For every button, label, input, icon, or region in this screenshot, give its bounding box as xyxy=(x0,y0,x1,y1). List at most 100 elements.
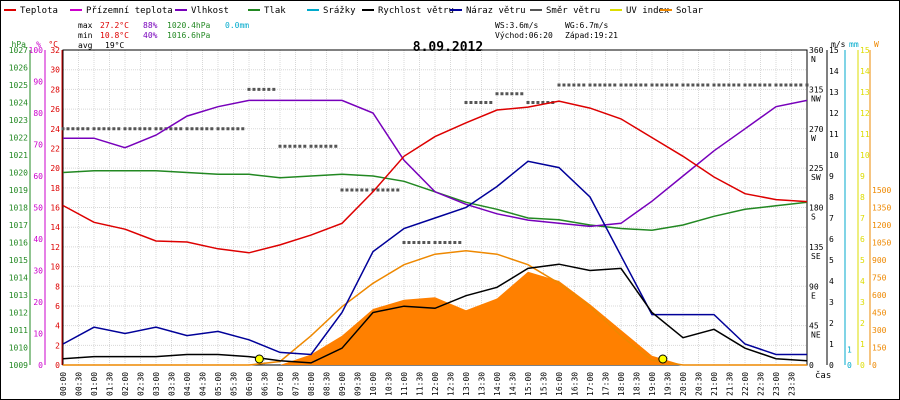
axis-unit-temperature: °C xyxy=(48,40,58,49)
axis-tick-uv: 14 xyxy=(860,67,870,76)
axis-tick-pressure: 1016 xyxy=(9,239,28,248)
axis-tick-solar: 450 xyxy=(872,309,887,318)
x-tick-label: 20:00 xyxy=(679,372,688,396)
series-direction-point xyxy=(334,144,338,148)
stat-avg-label: avg xyxy=(78,41,93,50)
series-direction-point xyxy=(737,83,741,87)
series-direction-point xyxy=(763,83,767,87)
series-direction-point xyxy=(179,127,183,131)
series-direction-point xyxy=(727,83,731,87)
series-direction-point xyxy=(123,127,127,131)
series-direction-point xyxy=(402,241,406,244)
axis-unit-rain: mm xyxy=(849,40,859,49)
legend-label: Rychlost větru xyxy=(378,6,454,16)
series-direction-point xyxy=(210,127,214,131)
x-tick-label: 13:00 xyxy=(462,372,471,396)
axis-unit-wind: m/s xyxy=(831,40,846,49)
stat-min-label: min xyxy=(78,31,93,40)
series-direction-point xyxy=(774,83,778,87)
axis-tick-solar: 1050 xyxy=(872,239,891,248)
axis-tick-wind: 15 xyxy=(829,46,839,55)
stat-sunrise: Východ:06:20 xyxy=(495,31,553,40)
axis-tick-wind: 12 xyxy=(829,109,839,118)
x-tick-label: 21:00 xyxy=(710,372,719,396)
series-direction-point xyxy=(593,83,597,87)
series-direction-point xyxy=(650,83,654,87)
series-direction-point xyxy=(159,127,163,131)
series-direction-point xyxy=(169,127,173,131)
series-direction-point xyxy=(365,188,369,192)
axis-tick-temperature: 4 xyxy=(55,322,60,331)
series-line-Teplota xyxy=(62,100,808,254)
axis-tick-pressure: 1023 xyxy=(9,116,28,125)
legend-label: Přízemní teplota xyxy=(86,6,173,16)
stat-min-humidity: 40% xyxy=(143,31,158,40)
axis-tick-direction: 45 xyxy=(809,322,819,331)
series-direction-point xyxy=(629,83,633,87)
series-direction-point xyxy=(412,241,416,244)
x-tick-label: 10:30 xyxy=(385,372,394,396)
x-tick-label: 17:30 xyxy=(602,372,611,396)
axis-tick-solar: 1350 xyxy=(872,204,891,213)
axis-tick-pressure: 1025 xyxy=(9,81,28,90)
series-direction-point xyxy=(309,144,313,148)
axis-tick-solar: 1200 xyxy=(872,221,891,230)
series-direction-point xyxy=(779,83,783,87)
series-direction-point xyxy=(262,87,266,91)
series-direction-point xyxy=(422,241,426,244)
x-tick-label: 18:00 xyxy=(617,372,626,396)
axis-tick-solar: 1500 xyxy=(872,186,891,195)
series-direction-point xyxy=(205,127,209,131)
series-direction-point xyxy=(582,83,586,87)
series-direction-point xyxy=(128,127,132,131)
x-tick-label: 15:00 xyxy=(524,372,533,396)
series-direction-point xyxy=(92,127,96,131)
axis-tick-solar: 300 xyxy=(872,326,887,335)
series-direction-point xyxy=(701,83,705,87)
series-direction-point xyxy=(722,83,726,87)
series-direction-point xyxy=(190,127,194,131)
axis-tick-direction: 135 xyxy=(809,243,824,252)
axis-tick-humidity: 0 xyxy=(38,361,43,370)
axis-tick-humidity: 40 xyxy=(33,235,43,244)
x-tick-label: 16:00 xyxy=(555,372,564,396)
axis-tick-humidity: 20 xyxy=(33,298,43,307)
axis-tick-pressure: 1019 xyxy=(9,186,28,195)
series-direction-point xyxy=(598,83,602,87)
series-direction-point xyxy=(510,92,514,96)
series-direction-point xyxy=(495,92,499,96)
axes: hPa1009101010111012101310141015101610171… xyxy=(9,40,892,370)
axis-tick-pressure: 1013 xyxy=(9,291,28,300)
stat-max-pressure: 1020.4hPa xyxy=(167,21,211,30)
series-direction-point xyxy=(489,101,493,104)
axis-direction-letter: NW xyxy=(811,94,821,103)
stats-panel: max 27.2°C 88% 1020.4hPa 0.0mm min 10.8°… xyxy=(78,21,618,50)
axis-tick-wind: 10 xyxy=(829,151,839,160)
series-direction-point xyxy=(474,101,478,104)
series-solar-max-line xyxy=(63,249,807,366)
legend-label: UV index xyxy=(626,6,670,16)
series-direction-point xyxy=(717,83,721,87)
series-direction-point xyxy=(603,83,607,87)
axis-tick-pressure: 1010 xyxy=(9,344,28,353)
axis-tick-uv: 2 xyxy=(860,319,865,328)
series-direction-point xyxy=(758,83,762,87)
axis-tick-uv: 15 xyxy=(860,46,870,55)
series-direction-point xyxy=(799,83,803,87)
axis-tick-pressure: 1012 xyxy=(9,309,28,318)
series-direction-point xyxy=(531,101,535,104)
series-direction-point xyxy=(112,127,116,131)
series-direction-point xyxy=(102,127,106,131)
x-tick-label: 11:30 xyxy=(416,372,425,396)
series-direction-point xyxy=(784,83,788,87)
x-tick-label: 04:30 xyxy=(199,372,208,396)
axis-tick-pressure: 1011 xyxy=(9,326,28,335)
axis-tick-uv: 11 xyxy=(860,130,870,139)
stat-wind-gust: WG:6.7m/s xyxy=(565,21,609,30)
x-tick-label: 12:00 xyxy=(431,372,440,396)
axis-tick-temperature: 0 xyxy=(55,361,60,370)
axis-tick-temperature: 28 xyxy=(50,85,60,94)
series-direction-point xyxy=(613,83,617,87)
x-tick-label: 22:00 xyxy=(741,372,750,396)
series-direction-point xyxy=(794,83,798,87)
